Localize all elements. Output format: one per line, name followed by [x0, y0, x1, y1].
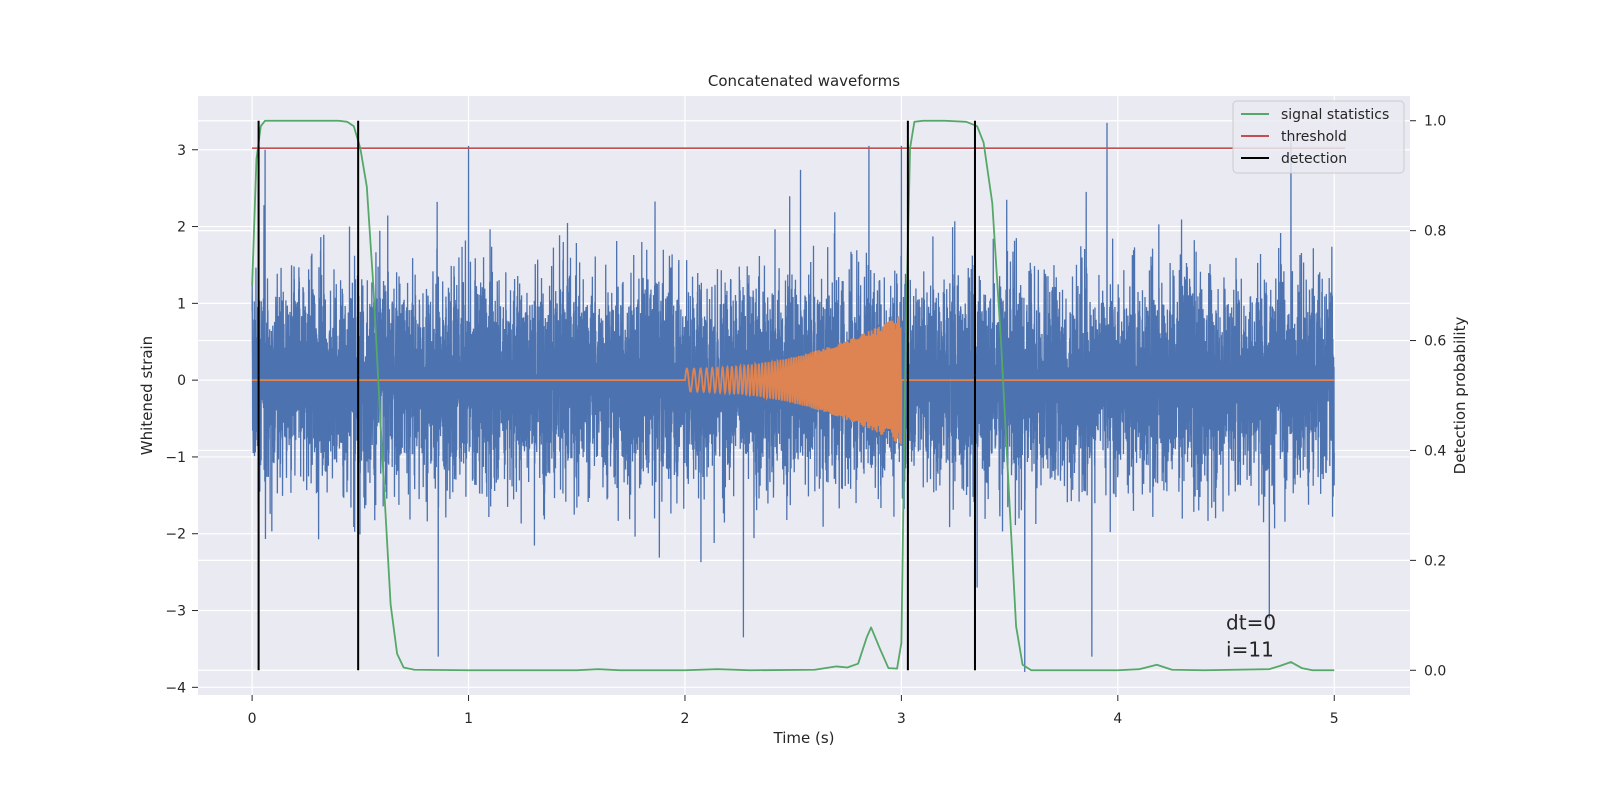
y2-tick-label-2: 0.4 [1424, 443, 1446, 459]
y2-tick-label-4: 0.8 [1424, 224, 1446, 240]
x-tick-label-1: 1 [464, 711, 473, 727]
y2-axis-label: Detection probability [1451, 317, 1469, 475]
legend-entry-threshold: threshold [1281, 129, 1347, 145]
y-tick-label-2: −2 [165, 527, 186, 543]
legend-entry-detection: detection [1281, 151, 1347, 167]
x-tick-label-2: 2 [681, 711, 690, 727]
y-tick-label-6: 2 [177, 220, 186, 236]
y2-tick-label-0: 0.0 [1424, 663, 1446, 679]
y2-tick-label-5: 1.0 [1424, 114, 1446, 130]
y-tick-label-7: 3 [177, 143, 186, 159]
y-tick-label-5: 1 [177, 296, 186, 312]
y-tick-label-3: −1 [165, 450, 186, 466]
legend: signal statistics threshold detection [1232, 100, 1405, 174]
y-tick-label-4: 0 [177, 373, 186, 389]
legend-entry-signal-statistics: signal statistics [1281, 107, 1389, 123]
x-tick-label-5: 5 [1330, 711, 1339, 727]
series-strain [251, 122, 1335, 672]
y-axis-label: Whitened strain [138, 336, 156, 455]
x-axis-label: Time (s) [773, 729, 835, 747]
annotation-i: i=11 [1226, 638, 1274, 662]
series-template [252, 317, 1335, 444]
y2-tick-label-1: 0.2 [1424, 553, 1446, 569]
axes-ticks: 0 1 2 3 4 5 −4 −3 −2 −1 0 1 2 3 0.0 0.2 0.4 0.6 0.8 1.0 [165, 114, 1446, 727]
y-tick-label-1: −3 [165, 604, 186, 620]
x-tick-label-4: 4 [1113, 711, 1122, 727]
annotation-dt: dt=0 [1226, 611, 1276, 635]
x-tick-label-0: 0 [248, 711, 257, 727]
series-signal-statistics [251, 119, 1335, 672]
legend-box [1232, 100, 1405, 174]
plot-series [251, 119, 1346, 672]
x-tick-label-3: 3 [897, 711, 906, 727]
y-tick-label-0: −4 [165, 680, 186, 696]
y2-tick-label-3: 0.6 [1424, 334, 1446, 350]
chart-title: Concatenated waveforms [708, 72, 900, 90]
